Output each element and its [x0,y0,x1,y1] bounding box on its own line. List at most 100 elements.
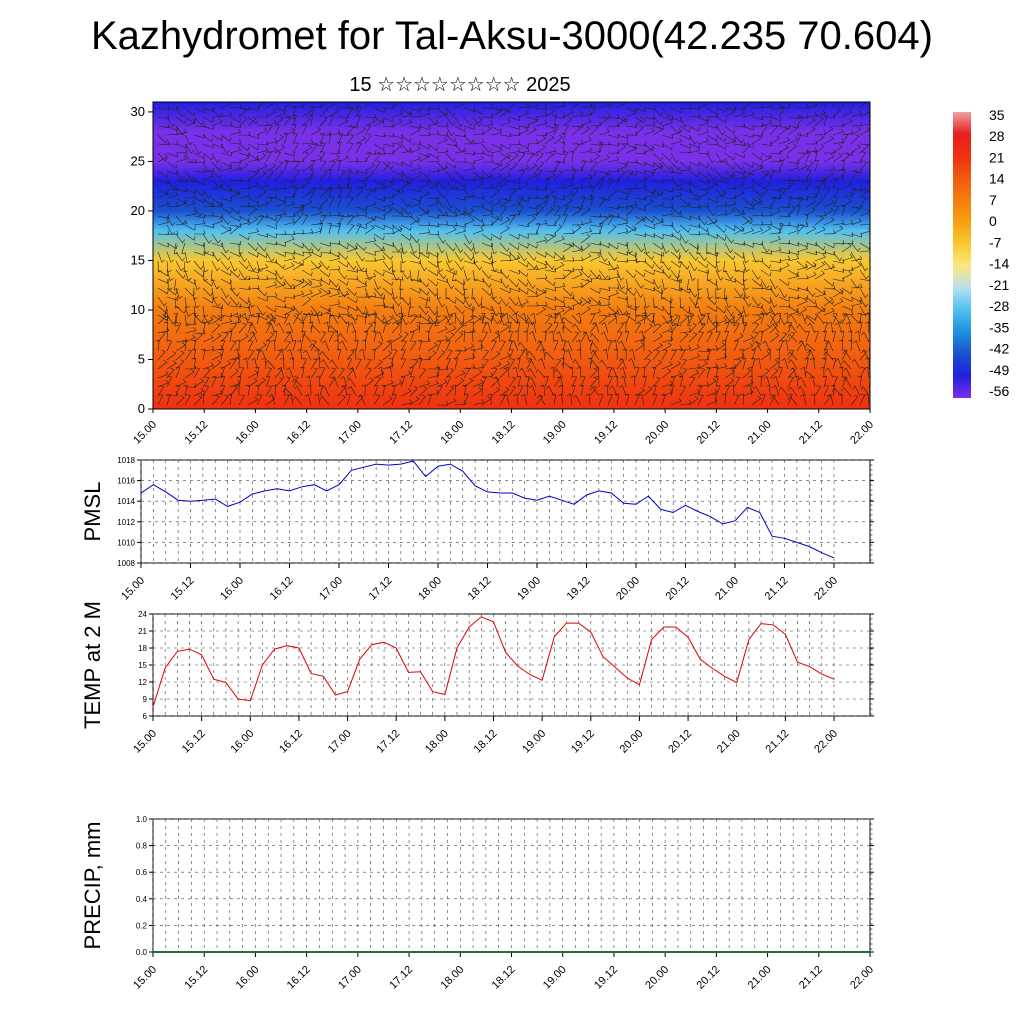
x-tick-label: 18.00 [416,575,444,603]
x-tick-label: 15.00 [131,728,159,756]
colorbar-label: -28 [989,298,1009,314]
y-tick-label: 0.2 [136,921,148,930]
y-tick-label: 1012 [117,518,135,527]
y-tick-label: 12 [138,678,147,687]
temp-2m-chart: 6 9 12 15 18 21 24 15.00 15.12 16.00 16.12 17.00 17.… [80,601,874,756]
y-tick-label: 24 [138,610,147,619]
y-tick-label: 21 [138,627,147,636]
y-tick-label: 10 [131,302,145,317]
x-tick-label: 15.00 [131,419,159,447]
x-tick-label: 22.00 [812,575,840,603]
x-tick-label: 17.00 [317,575,345,603]
y-tick-label: 9 [143,695,148,704]
y-tick-label: 1018 [117,456,135,465]
wind-barbs [155,102,870,406]
x-tick-label: 21.12 [797,964,825,992]
x-tick-label: 18.00 [423,728,451,756]
colorbar-label: 35 [989,107,1005,123]
y-tick-label: 1008 [117,559,135,568]
x-tick-label: 17.00 [336,964,364,992]
x-tick-label: 21.00 [715,728,743,756]
temp-ylabel: TEMP at 2 M [80,601,105,729]
colorbar-label: -42 [989,341,1009,357]
x-tick-label: 17.12 [387,964,415,992]
x-tick-label: 20.00 [643,419,671,447]
x-tick-label: 20.00 [614,575,642,603]
colorbar-label: -7 [989,234,1002,250]
y-tick-label: 30 [131,104,145,119]
x-tick-label: 20.12 [695,419,723,447]
x-tick-label: 19.12 [569,728,597,756]
colorbar-label: -49 [989,362,1009,378]
colorbar [953,112,971,398]
pmsl-series-line [140,460,835,559]
x-tick-label: 16.12 [277,728,305,756]
y-tick-label: 0.8 [136,842,148,851]
x-tick-label: 20.12 [664,575,692,603]
colorbar-label: -14 [989,256,1009,272]
y-tick-label: 1016 [117,477,135,486]
x-tick-label: 16.00 [218,575,246,603]
pmsl-chart: 1008 1010 1012 1014 1016 1018 15.00 15.12 16.00 1… [80,456,874,603]
y-tick-label: 1010 [117,538,135,547]
x-tick-label: 21.12 [763,575,791,603]
precip-ylabel: PRECIP, mm [80,822,105,950]
cross-section-chart: 0 5 10 15 20 25 30 15.00 15.12 16.00 16.12 17.00 17.… [131,101,876,447]
x-tick-label: 16.00 [234,964,262,992]
x-tick-label: 16.12 [285,964,313,992]
x-tick-label: 20.00 [618,728,646,756]
y-tick-label: 1014 [117,497,135,506]
x-tick-label: 15.12 [182,419,210,447]
y-tick-label: 15 [131,252,145,267]
colorbar-label: 7 [989,192,997,208]
x-tick-label: 21.12 [797,419,825,447]
x-tick-label: 15.12 [182,964,210,992]
x-tick-label: 22.00 [848,419,876,447]
y-tick-label: 15 [138,661,147,670]
y-tick-label: 0.6 [136,868,148,877]
x-tick-label: 19.00 [541,419,569,447]
x-tick-label: 16.12 [285,419,313,447]
page-title: Kazhydromet for Tal-Aksu-3000(42.235 70.… [91,14,933,58]
x-tick-label: 20.12 [666,728,694,756]
x-tick-label: 22.00 [848,964,876,992]
x-tick-label: 22.00 [812,728,840,756]
x-tick-label: 21.12 [764,728,792,756]
y-tick-label: 1.0 [136,815,148,824]
x-tick-label: 20.12 [695,964,723,992]
x-tick-label: 18.12 [472,728,500,756]
precip-chart: 0.0 0.2 0.4 0.6 0.8 1.0 15.00 15.12 16.00 16.12 17… [80,815,876,992]
x-tick-label: 15.12 [180,728,208,756]
x-tick-label: 15.00 [131,964,159,992]
colorbar-label: -56 [989,383,1009,399]
pmsl-ylabel: PMSL [80,482,105,542]
x-tick-label: 18.12 [466,575,494,603]
x-tick-label: 17.12 [367,575,395,603]
y-tick-label: 0.0 [136,948,148,957]
colorbar-label: 28 [989,128,1005,144]
x-tick-label: 18.12 [490,964,518,992]
x-tick-label: 16.12 [268,575,296,603]
x-tick-label: 19.12 [565,575,593,603]
x-tick-label: 19.12 [592,964,620,992]
colorbar-label: 21 [989,149,1005,165]
x-tick-label: 20.00 [643,964,671,992]
y-tick-label: 18 [138,644,147,653]
x-tick-label: 21.00 [746,964,774,992]
y-tick-label: 20 [131,203,145,218]
x-tick-label: 19.00 [515,575,543,603]
temp-series-line [152,616,835,708]
y-tick-label: 0 [138,401,145,416]
x-tick-label: 21.00 [713,575,741,603]
y-tick-label: 6 [143,712,148,721]
y-tick-label: 0.4 [136,895,148,904]
y-tick-label: 25 [131,153,145,168]
x-tick-label: 17.00 [326,728,354,756]
colorbar-label: -35 [989,319,1009,335]
x-tick-label: 19.00 [520,728,548,756]
x-tick-label: 17.12 [374,728,402,756]
x-tick-label: 16.00 [228,728,256,756]
x-tick-label: 18.12 [490,419,518,447]
x-tick-label: 17.12 [387,419,415,447]
